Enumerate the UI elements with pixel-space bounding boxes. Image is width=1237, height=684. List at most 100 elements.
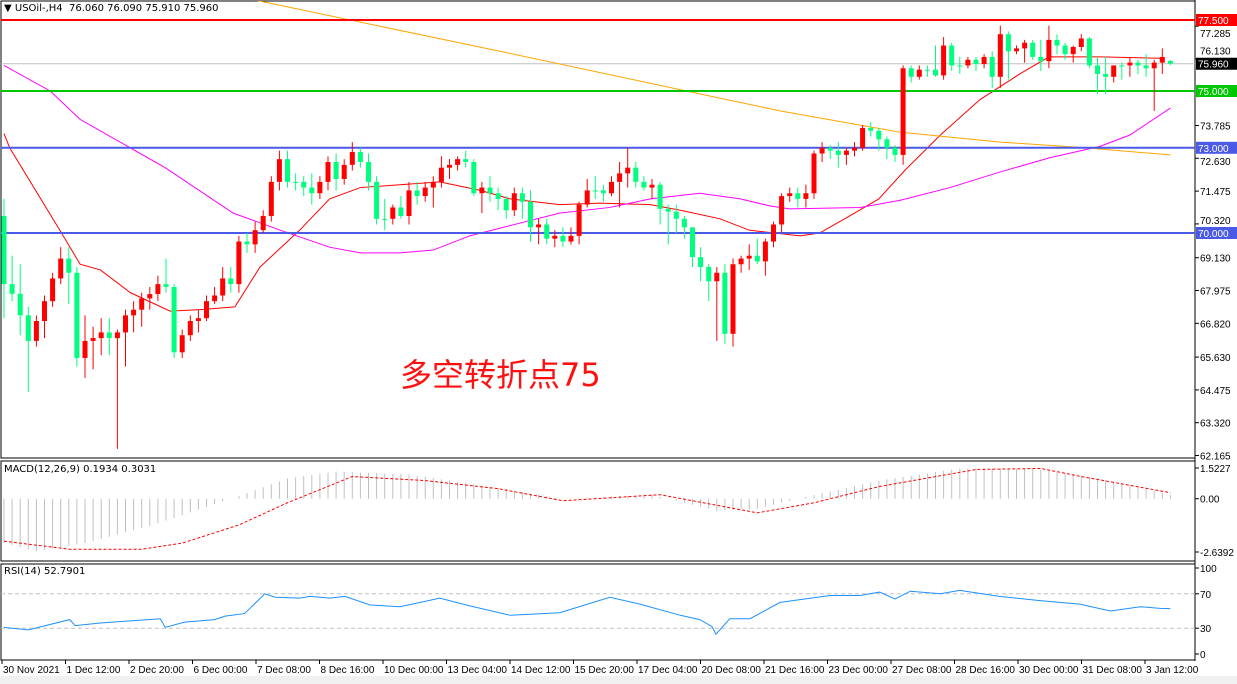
- level-label-75.000-bg: [1196, 85, 1237, 97]
- candle-body: [17, 293, 23, 316]
- current-price-label: 75.960: [1198, 60, 1229, 71]
- candle: [997, 25, 1003, 89]
- candle-body: [366, 162, 371, 182]
- candle: [487, 176, 493, 202]
- candle: [390, 204, 396, 225]
- time-tick-label: 7 Dec 08:00: [257, 665, 311, 676]
- candle: [560, 227, 566, 248]
- candle-body: [941, 45, 947, 76]
- time-tick-label: 27 Dec 08:00: [892, 665, 952, 676]
- candle: [357, 147, 363, 168]
- candle-body: [592, 190, 598, 192]
- candle-body: [746, 255, 752, 259]
- candle-body: [916, 69, 922, 77]
- rsi-label: RSI(14) 52.7901: [4, 566, 86, 577]
- candle: [835, 142, 841, 168]
- candle-body: [1054, 39, 1060, 46]
- candle: [746, 244, 752, 270]
- candle: [301, 176, 307, 197]
- candle-body: [349, 152, 355, 165]
- candle: [625, 147, 631, 188]
- candle-body: [455, 159, 461, 165]
- candle: [989, 51, 995, 89]
- candle: [366, 153, 371, 191]
- candle-body: [787, 193, 793, 197]
- candle-body: [722, 272, 728, 334]
- time-tick-label: 1 Dec 12:00: [67, 665, 121, 676]
- time-tick-label: 20 Dec 08:00: [702, 665, 762, 676]
- candle: [1038, 39, 1044, 72]
- candle-body: [519, 193, 525, 202]
- candle: [1078, 34, 1084, 52]
- candle-body: [333, 162, 339, 180]
- level-label-70.000-bg: [1196, 227, 1237, 239]
- candle-body: [819, 147, 825, 154]
- candle: [657, 181, 663, 225]
- price-tick-label: 76.130: [1200, 47, 1231, 58]
- candle: [690, 227, 695, 268]
- candle-body: [795, 193, 801, 199]
- time-tick-label: 8 Dec 16:00: [321, 665, 375, 676]
- time-tick-label: 2 Dec 20:00: [130, 665, 184, 676]
- triangle-down-icon[interactable]: ▼: [4, 3, 15, 14]
- candle-body: [447, 164, 452, 168]
- candle: [795, 187, 801, 208]
- candle-body: [803, 193, 809, 199]
- candle: [471, 159, 477, 197]
- candle: [374, 176, 380, 225]
- candle: [33, 315, 39, 347]
- time-tick-label: 17 Dec 04:00: [638, 665, 698, 676]
- candle: [681, 215, 687, 239]
- candle: [422, 181, 428, 202]
- candle: [892, 144, 898, 162]
- candle-body: [617, 173, 623, 182]
- candle: [916, 65, 922, 80]
- candle: [155, 275, 161, 302]
- price-tick-label: 72.630: [1200, 157, 1231, 168]
- chart-header: ▼ USOil-,H4 76.060 76.090 75.910 75.960: [4, 3, 219, 14]
- candle: [495, 187, 501, 211]
- candle-body: [58, 258, 64, 279]
- candle: [139, 292, 145, 327]
- time-tick-label: 14 Dec 12:00: [511, 665, 571, 676]
- candle: [949, 42, 955, 72]
- candle-body: [74, 272, 80, 358]
- candle: [1022, 39, 1028, 63]
- candle-body: [285, 159, 290, 182]
- candle-body: [220, 278, 226, 296]
- time-tick-label: 13 Dec 04:00: [448, 665, 508, 676]
- candle: [325, 156, 331, 191]
- candle: [617, 162, 623, 208]
- price-tick-label: 70.320: [1200, 216, 1231, 227]
- level-label-73.000-bg: [1196, 141, 1237, 154]
- candle: [698, 247, 704, 282]
- candle: [9, 255, 15, 302]
- candle-body: [536, 224, 542, 228]
- level-label-73.000: 73.000: [1198, 144, 1229, 155]
- price-tick-label: 64.475: [1200, 386, 1231, 397]
- candle: [884, 136, 890, 160]
- current-price-label-bg: [1196, 57, 1237, 70]
- candle: [212, 286, 218, 304]
- candle: [754, 238, 760, 265]
- candle: [349, 142, 355, 171]
- candle-body: [276, 159, 282, 182]
- candle: [519, 187, 525, 219]
- candle: [317, 176, 323, 199]
- candle: [1151, 59, 1157, 111]
- candle-body: [657, 184, 663, 209]
- candle-body: [398, 207, 404, 216]
- candle: [17, 264, 23, 336]
- candle-body: [131, 309, 137, 316]
- candle: [1005, 31, 1011, 80]
- candle: [98, 318, 104, 356]
- candle-body: [933, 69, 938, 76]
- candle: [66, 247, 72, 304]
- candle-body: [568, 235, 574, 242]
- candle: [1103, 56, 1109, 94]
- candle-body: [147, 294, 153, 299]
- candle-body: [1, 215, 7, 285]
- candle: [973, 56, 979, 72]
- candle-body: [908, 68, 914, 77]
